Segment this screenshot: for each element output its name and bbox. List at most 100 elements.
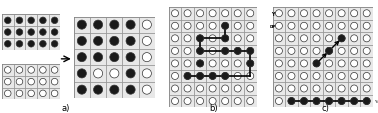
Circle shape — [325, 60, 333, 67]
Circle shape — [126, 53, 135, 62]
Circle shape — [28, 79, 34, 85]
Bar — [219, 70, 231, 82]
Circle shape — [28, 29, 34, 36]
Text: Y=1: Y=1 — [374, 99, 378, 103]
Circle shape — [338, 11, 345, 18]
Circle shape — [351, 48, 358, 55]
Circle shape — [301, 35, 308, 42]
Circle shape — [126, 69, 135, 78]
Bar — [323, 70, 335, 82]
Bar — [14, 76, 25, 88]
Bar — [169, 82, 181, 95]
Bar — [298, 33, 310, 45]
Bar — [323, 33, 335, 45]
Bar — [90, 33, 106, 50]
Circle shape — [313, 60, 320, 67]
Bar — [139, 66, 155, 82]
Circle shape — [209, 48, 216, 55]
Bar — [219, 45, 231, 58]
Circle shape — [247, 48, 254, 55]
Circle shape — [197, 60, 204, 67]
Bar — [335, 58, 348, 70]
Bar — [90, 82, 106, 98]
Bar — [244, 45, 257, 58]
Bar — [335, 8, 348, 20]
Circle shape — [222, 73, 229, 80]
Circle shape — [338, 35, 345, 42]
Circle shape — [222, 35, 229, 42]
Circle shape — [184, 48, 191, 55]
Bar — [49, 27, 60, 39]
Bar — [194, 8, 206, 20]
Bar — [206, 58, 219, 70]
Circle shape — [247, 85, 254, 92]
Circle shape — [40, 90, 46, 97]
Bar — [181, 70, 194, 82]
Bar — [181, 58, 194, 70]
Circle shape — [5, 79, 11, 85]
Bar — [323, 8, 335, 20]
Circle shape — [276, 85, 282, 92]
Bar — [106, 66, 122, 82]
Circle shape — [93, 69, 103, 78]
Bar — [323, 95, 335, 107]
Circle shape — [142, 69, 152, 78]
Circle shape — [234, 85, 241, 92]
Bar — [231, 95, 244, 107]
Circle shape — [338, 98, 345, 105]
Bar — [169, 70, 181, 82]
Bar — [348, 58, 361, 70]
Circle shape — [325, 11, 333, 18]
Circle shape — [363, 73, 370, 80]
Bar — [206, 33, 219, 45]
Bar — [74, 33, 90, 50]
Bar — [298, 70, 310, 82]
Bar — [181, 45, 194, 58]
Bar — [122, 33, 139, 50]
Circle shape — [288, 60, 295, 67]
Circle shape — [338, 85, 345, 92]
Bar — [74, 66, 90, 82]
Circle shape — [172, 23, 178, 30]
Bar — [285, 70, 298, 82]
Circle shape — [209, 23, 216, 30]
Bar — [169, 58, 181, 70]
Circle shape — [351, 35, 358, 42]
Bar — [361, 58, 373, 70]
Bar — [14, 65, 25, 76]
Circle shape — [40, 67, 46, 74]
Circle shape — [301, 11, 308, 18]
Circle shape — [313, 11, 320, 18]
Bar — [25, 76, 37, 88]
Circle shape — [110, 69, 119, 78]
Circle shape — [197, 23, 204, 30]
Circle shape — [363, 98, 370, 105]
Bar — [273, 20, 285, 33]
Bar — [285, 82, 298, 95]
Bar — [231, 8, 244, 20]
Circle shape — [338, 35, 345, 42]
Circle shape — [222, 85, 229, 92]
Circle shape — [363, 35, 370, 42]
Circle shape — [126, 21, 135, 30]
Circle shape — [142, 21, 152, 30]
Bar — [194, 70, 206, 82]
Circle shape — [142, 85, 152, 94]
Circle shape — [288, 98, 295, 105]
Circle shape — [16, 29, 23, 36]
Circle shape — [172, 85, 178, 92]
Bar — [194, 82, 206, 95]
Bar — [323, 20, 335, 33]
Bar — [348, 45, 361, 58]
Bar — [285, 8, 298, 20]
Bar — [181, 33, 194, 45]
Circle shape — [197, 85, 204, 92]
Circle shape — [301, 73, 308, 80]
Circle shape — [247, 60, 254, 67]
Bar — [348, 20, 361, 33]
Circle shape — [313, 23, 320, 30]
Circle shape — [77, 69, 87, 78]
Circle shape — [234, 35, 241, 42]
Circle shape — [209, 35, 216, 42]
Circle shape — [77, 85, 87, 94]
